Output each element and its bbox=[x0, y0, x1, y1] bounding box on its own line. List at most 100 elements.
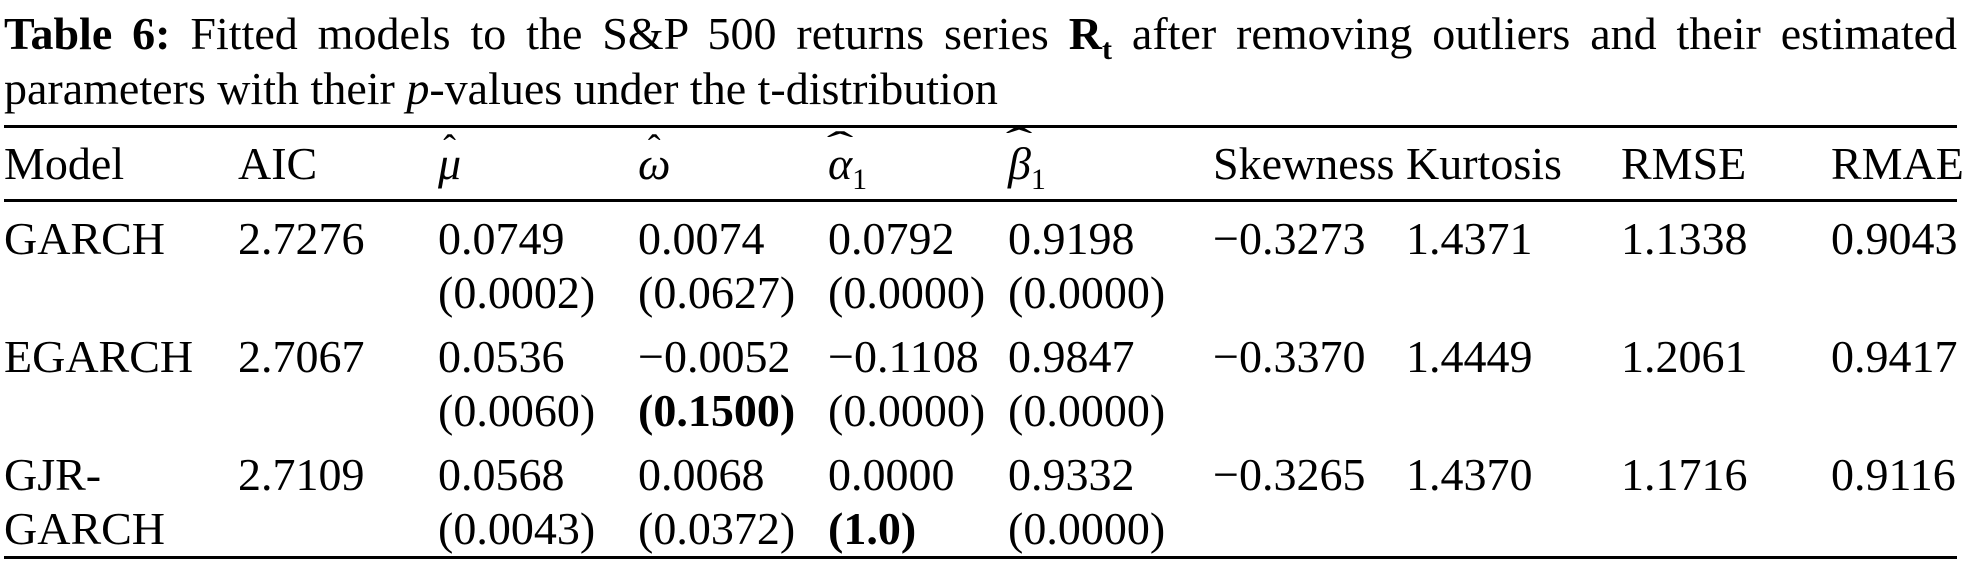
table-caption: Table 6: Fitted models to the S&P 500 re… bbox=[4, 6, 1957, 116]
model-name: GARCH bbox=[4, 213, 166, 264]
alpha-pvalue: (0.0000) bbox=[828, 385, 986, 436]
mu-pvalue: (0.0060) bbox=[438, 385, 596, 436]
beta-pvalue: (0.0000) bbox=[1008, 385, 1166, 436]
skewness-value: −0.3265 bbox=[1213, 449, 1366, 500]
column-header-model: Model bbox=[4, 126, 238, 202]
cell-aic: 2.7276 bbox=[238, 201, 438, 321]
cell-kurtosis: 1.4370 bbox=[1406, 438, 1621, 558]
hat-accent: ˆ bbox=[443, 128, 456, 170]
cell-alpha: 0.0792 (0.0000) bbox=[828, 201, 1008, 321]
column-header-skewness: Skewness bbox=[1213, 126, 1406, 202]
mu-pvalue: (0.0002) bbox=[438, 267, 596, 318]
mu-estimate: 0.0536 bbox=[438, 331, 565, 382]
cell-omega: −0.0052 (0.1500) bbox=[638, 320, 828, 438]
caption-text-d: -values under the t-distribution bbox=[429, 63, 998, 114]
alpha-estimate: 0.0000 bbox=[828, 449, 955, 500]
header-label-kurtosis: Kurtosis bbox=[1406, 138, 1562, 189]
beta-pvalue: (0.0000) bbox=[1008, 503, 1166, 554]
header-label-skewness: Skewness bbox=[1213, 138, 1395, 189]
cell-kurtosis: 1.4371 bbox=[1406, 201, 1621, 321]
header-label-rmae: RMAE bbox=[1831, 138, 1962, 189]
hat-accent: ˆ bbox=[647, 128, 661, 170]
caption-r-subscript: t bbox=[1101, 33, 1112, 67]
cell-skewness: −0.3265 bbox=[1213, 438, 1406, 558]
cell-alpha: 0.0000 (1.0) bbox=[828, 438, 1008, 558]
caption-returns-symbol: Rt bbox=[1069, 8, 1112, 65]
alpha-pvalue-bold: (1.0) bbox=[828, 503, 917, 554]
beta-subscript: 1 bbox=[1030, 163, 1046, 197]
cell-mu: 0.0568 (0.0043) bbox=[438, 438, 638, 558]
table-row-garch: GARCH 2.7276 0.0749 (0.0002) 0.0074 (0.062… bbox=[4, 201, 1958, 321]
cell-kurtosis: 1.4449 bbox=[1406, 320, 1621, 438]
cell-rmae: 0.9417 bbox=[1831, 320, 1958, 438]
kurtosis-value: 1.4371 bbox=[1406, 213, 1533, 264]
kurtosis-value: 1.4370 bbox=[1406, 449, 1533, 500]
rmae-value: 0.9043 bbox=[1831, 213, 1958, 264]
rmae-value: 0.9116 bbox=[1831, 449, 1956, 500]
cell-rmse: 1.1338 bbox=[1621, 201, 1831, 321]
caption-text-a: Fitted models to the S&P 500 returns ser… bbox=[190, 8, 1049, 59]
cell-alpha: −0.1108 (0.0000) bbox=[828, 320, 1008, 438]
beta-pvalue: (0.0000) bbox=[1008, 267, 1166, 318]
cell-aic: 2.7067 bbox=[238, 320, 438, 438]
cell-omega: 0.0074 (0.0627) bbox=[638, 201, 828, 321]
alpha-estimate: −0.1108 bbox=[828, 331, 979, 382]
model-name: GJR- bbox=[4, 449, 102, 500]
skewness-value: −0.3370 bbox=[1213, 331, 1366, 382]
alpha-estimate: 0.0792 bbox=[828, 213, 955, 264]
column-header-aic: AIC bbox=[238, 126, 438, 202]
column-header-rmae: RMAE bbox=[1831, 126, 1962, 202]
rmae-value: 0.9417 bbox=[1831, 331, 1958, 382]
model-name-line2: GARCH bbox=[4, 503, 166, 554]
aic-value: 2.7109 bbox=[238, 449, 365, 500]
mu-estimate: 0.0568 bbox=[438, 449, 565, 500]
greek-alpha: α bbox=[828, 138, 853, 189]
column-header-kurtosis: Kurtosis bbox=[1406, 126, 1621, 202]
beta-estimate: 0.9198 bbox=[1008, 213, 1135, 264]
cell-skewness: −0.3370 bbox=[1213, 320, 1406, 438]
cell-model: EGARCH bbox=[4, 320, 238, 438]
cell-skewness: −0.3273 bbox=[1213, 201, 1406, 321]
cell-model: GJR- GARCH bbox=[4, 438, 238, 558]
model-name-line2 bbox=[4, 384, 238, 438]
column-header-alpha1-hat: ˆ α1 bbox=[827, 126, 1008, 202]
cell-mu: 0.0536 (0.0060) bbox=[438, 320, 638, 438]
skewness-value: −0.3273 bbox=[1213, 213, 1366, 264]
mu-estimate: 0.0749 bbox=[438, 213, 565, 264]
rmse-value: 1.2061 bbox=[1621, 331, 1748, 382]
cell-beta: 0.9198 (0.0000) bbox=[1008, 201, 1213, 321]
rmse-value: 1.1716 bbox=[1621, 449, 1748, 500]
rmse-value: 1.1338 bbox=[1621, 213, 1748, 264]
header-label-model: Model bbox=[4, 138, 125, 189]
caption-p-symbol: p bbox=[406, 63, 430, 114]
alpha-pvalue: (0.0000) bbox=[828, 267, 986, 318]
caption-table-label: Table 6: bbox=[4, 8, 171, 59]
model-name-line2 bbox=[4, 266, 238, 320]
model-name: EGARCH bbox=[4, 331, 194, 382]
aic-value: 2.7067 bbox=[238, 331, 365, 382]
mu-pvalue: (0.0043) bbox=[438, 503, 596, 554]
column-header-rmse: RMSE bbox=[1621, 126, 1831, 202]
omega-pvalue: (0.0372) bbox=[638, 503, 796, 554]
greek-omega: ω bbox=[638, 138, 671, 189]
cell-beta: 0.9847 (0.0000) bbox=[1008, 320, 1213, 438]
caption-text-c: parameters with their bbox=[4, 63, 395, 114]
hat-accent: ˆ bbox=[1006, 121, 1033, 163]
omega-pvalue-bold: (0.1500) bbox=[638, 385, 796, 436]
greek-mu: μ bbox=[438, 138, 462, 189]
cell-rmae: 0.9116 bbox=[1831, 438, 1957, 558]
aic-value: 2.7276 bbox=[238, 213, 365, 264]
cell-rmae: 0.9043 bbox=[1831, 201, 1958, 321]
cell-rmse: 1.1716 bbox=[1621, 438, 1831, 558]
cell-aic: 2.7109 bbox=[238, 438, 438, 558]
beta-estimate: 0.9847 bbox=[1008, 331, 1135, 382]
table-row-gjr-garch: GJR- GARCH 2.7109 0.0568 (0.0043) 0.0068 (0… bbox=[4, 438, 1957, 558]
header-label-rmse: RMSE bbox=[1621, 138, 1747, 189]
omega-estimate: −0.0052 bbox=[638, 331, 791, 382]
